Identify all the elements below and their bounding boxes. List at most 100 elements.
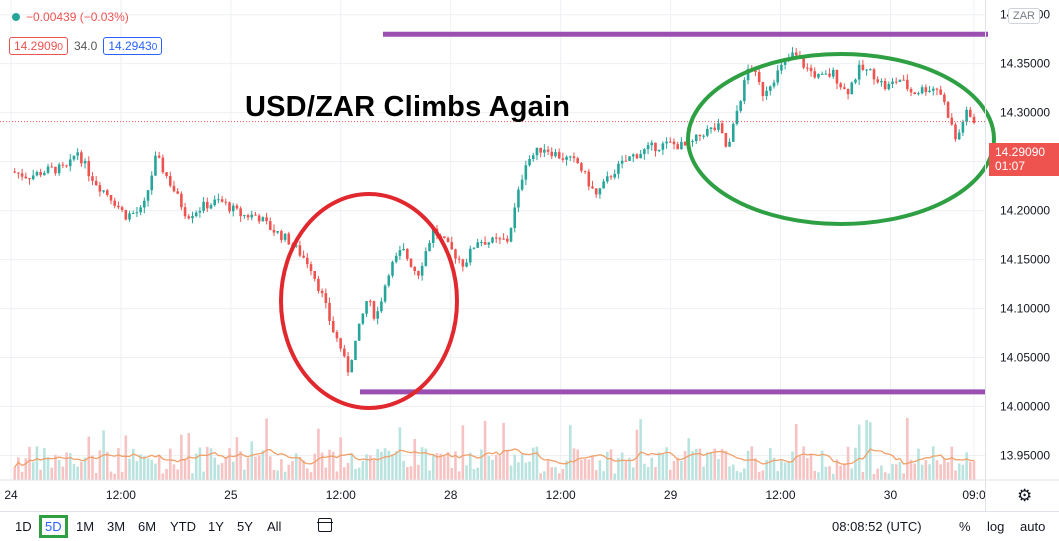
candle-body bbox=[587, 171, 591, 187]
candle-body bbox=[706, 128, 709, 136]
range-all[interactable]: All bbox=[267, 519, 282, 534]
candle-body bbox=[817, 74, 820, 78]
volume-bar bbox=[105, 451, 109, 480]
auto-toggle[interactable]: auto bbox=[1020, 519, 1046, 534]
candle-body bbox=[483, 242, 487, 245]
candle-body bbox=[957, 132, 961, 140]
candle-body bbox=[413, 266, 417, 272]
candle-body bbox=[420, 265, 424, 276]
range-6m[interactable]: 6M bbox=[138, 519, 157, 534]
volume-bar bbox=[854, 447, 857, 480]
calendar-icon[interactable] bbox=[317, 518, 333, 532]
candle-body bbox=[87, 160, 91, 177]
candle-body bbox=[635, 154, 639, 159]
candle-body bbox=[680, 141, 683, 150]
candles bbox=[13, 47, 976, 377]
range-ytd[interactable]: YTD bbox=[170, 519, 196, 534]
volume-bar bbox=[624, 461, 628, 480]
candle-body bbox=[331, 321, 335, 333]
candle-body bbox=[224, 201, 228, 203]
volume-bar bbox=[150, 459, 154, 480]
candle-body bbox=[813, 71, 817, 78]
volume-bar bbox=[794, 423, 798, 480]
candle-body bbox=[946, 101, 950, 118]
candle-body bbox=[406, 248, 409, 259]
candle-body bbox=[794, 52, 798, 56]
candle-body bbox=[917, 93, 920, 95]
range-5d[interactable]: 5D bbox=[39, 515, 68, 538]
price-chart[interactable]: 14.4000014.3500014.3000014.2500014.20000… bbox=[0, 0, 1059, 511]
volume-bar bbox=[298, 456, 302, 480]
candle-body bbox=[468, 248, 472, 263]
volume-bar bbox=[880, 465, 883, 480]
volume-bar bbox=[583, 458, 587, 480]
candle-body bbox=[324, 293, 328, 303]
volume-bar bbox=[191, 473, 194, 480]
log-toggle[interactable]: log bbox=[987, 519, 1005, 534]
range-1m[interactable]: 1M bbox=[76, 519, 95, 534]
candle-body bbox=[428, 242, 431, 252]
volume-bar bbox=[957, 463, 961, 480]
range-1d[interactable]: 1D bbox=[15, 519, 32, 534]
range-3m[interactable]: 3M bbox=[107, 519, 126, 534]
candle-body bbox=[561, 158, 565, 160]
currency-chip[interactable]: ZAR bbox=[1008, 8, 1040, 24]
volume-bar bbox=[206, 446, 209, 480]
volume-bar bbox=[580, 459, 583, 480]
percent-toggle[interactable]: % bbox=[959, 519, 971, 534]
gear-icon[interactable]: ⚙ bbox=[1017, 486, 1033, 505]
candle-body bbox=[809, 67, 813, 72]
candle-body bbox=[272, 229, 276, 233]
candle-body bbox=[165, 172, 168, 176]
volume-bar bbox=[350, 453, 354, 480]
candle-body bbox=[54, 166, 57, 174]
candle-body bbox=[535, 147, 539, 156]
volume-bar bbox=[31, 462, 35, 480]
range-5y[interactable]: 5Y bbox=[237, 519, 253, 534]
symbol-header: −0.00439 (−0.03%) bbox=[12, 10, 129, 24]
candle-body bbox=[691, 141, 694, 143]
candle-body bbox=[802, 57, 805, 68]
sell-price-box[interactable]: 14.29090 bbox=[9, 37, 68, 55]
volume-bar bbox=[268, 456, 272, 480]
volume-bar bbox=[869, 422, 872, 480]
volume-bar bbox=[465, 465, 468, 480]
volume-bar bbox=[154, 463, 157, 480]
candle-body bbox=[557, 152, 561, 159]
candle-body bbox=[128, 213, 131, 220]
candle-body bbox=[76, 152, 79, 156]
buy-price-box[interactable]: 14.29430 bbox=[103, 37, 163, 55]
volume-bar bbox=[450, 468, 454, 480]
volume-bar bbox=[235, 437, 239, 480]
candle-body bbox=[657, 149, 661, 152]
volume-bar bbox=[13, 467, 16, 480]
volume-bar bbox=[735, 470, 739, 480]
candle-body bbox=[531, 155, 535, 160]
candle-body bbox=[609, 176, 613, 178]
candle-body bbox=[650, 142, 654, 146]
candle-body bbox=[20, 173, 24, 177]
volume-bar bbox=[724, 450, 728, 480]
volume-bar bbox=[713, 448, 717, 480]
candle-body bbox=[772, 82, 776, 87]
range-1y[interactable]: 1Y bbox=[208, 519, 224, 534]
candle-body bbox=[154, 155, 157, 176]
candle-body bbox=[13, 171, 16, 173]
high-highlight-circle bbox=[686, 52, 996, 226]
candle-body bbox=[728, 141, 731, 147]
volume-bar bbox=[161, 473, 165, 480]
candle-body bbox=[139, 207, 142, 213]
candle-body bbox=[539, 147, 542, 153]
volume-bar bbox=[520, 454, 524, 480]
volume-bar bbox=[750, 446, 754, 480]
candle-body bbox=[124, 210, 128, 220]
volume-bar bbox=[706, 452, 709, 480]
candle-body bbox=[506, 238, 509, 242]
volume-bar bbox=[920, 464, 924, 480]
volume-bar bbox=[768, 447, 772, 480]
utc-clock[interactable]: 08:08:52 (UTC) bbox=[832, 519, 922, 534]
volume-bar bbox=[128, 458, 131, 480]
volume-bar bbox=[254, 456, 257, 480]
candle-body bbox=[83, 160, 87, 164]
volume-bar bbox=[280, 459, 283, 480]
